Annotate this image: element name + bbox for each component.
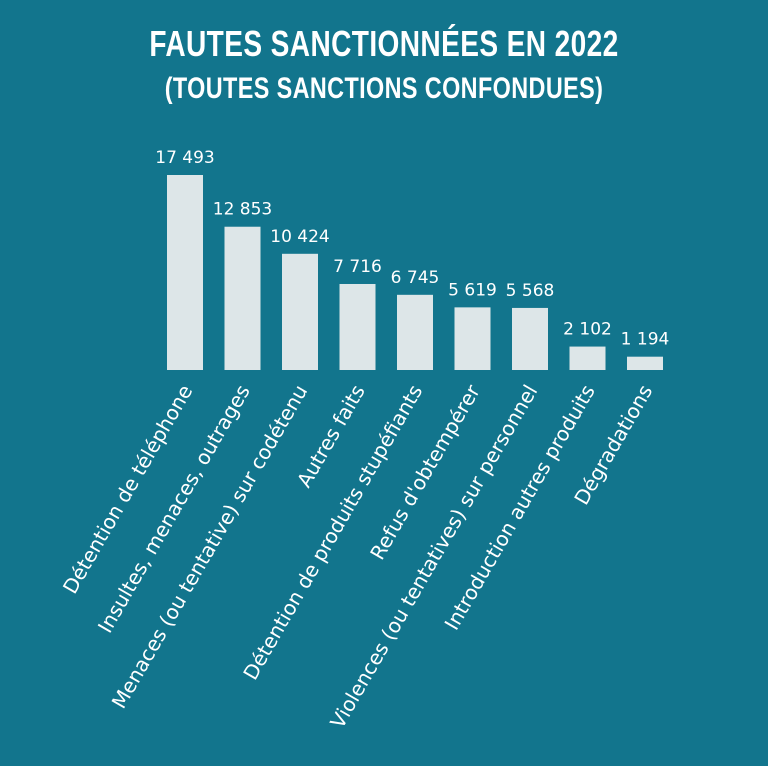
chart-title: Fautes sanctionnées en 2022: [149, 23, 619, 64]
value-label-6: 5 619: [448, 280, 497, 300]
value-label-9: 1 194: [621, 330, 670, 350]
chart-subtitle: (toutes sanctions confondues): [164, 72, 604, 105]
value-label-8: 2 102: [563, 320, 612, 340]
category-label-6: Refus d'obtempérer: [365, 380, 485, 564]
bar-3: [282, 253, 318, 370]
bars-group: [167, 175, 663, 370]
bar-6: [454, 307, 491, 370]
bar-8: [569, 346, 606, 370]
bar-4: [339, 283, 376, 370]
value-label-7: 5 568: [506, 281, 555, 301]
value-label-5: 6 745: [391, 268, 440, 288]
bar-1: [167, 175, 203, 370]
value-label-3: 10 424: [270, 227, 329, 247]
value-label-2: 12 853: [213, 200, 272, 220]
value-label-4: 7 716: [333, 257, 382, 277]
bar-5: [397, 294, 433, 370]
value-label-1: 17 493: [155, 148, 214, 168]
bar-7: [512, 307, 548, 370]
bar-9: [627, 356, 663, 370]
bar-2: [224, 226, 261, 370]
